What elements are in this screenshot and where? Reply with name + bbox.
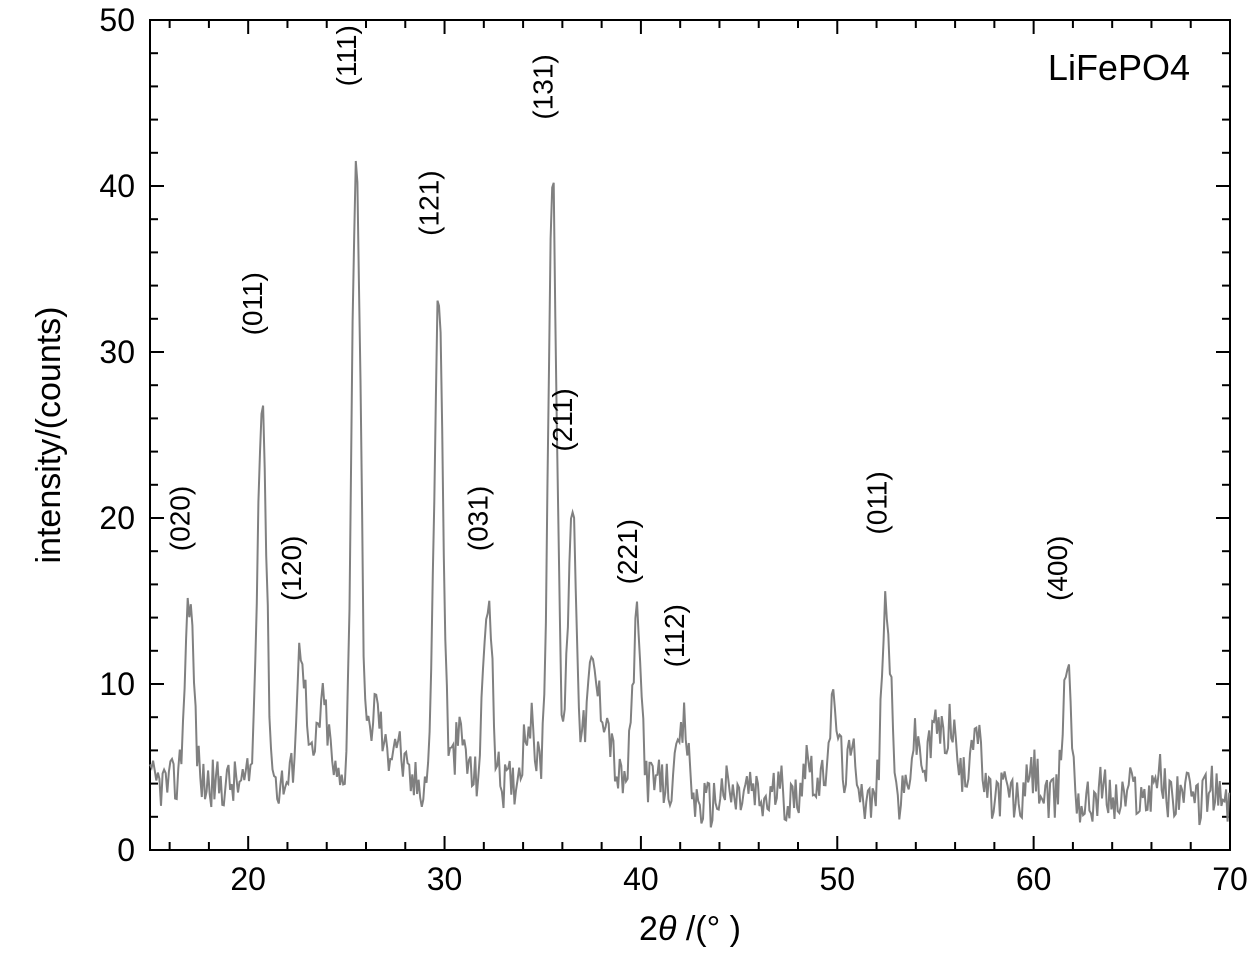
peak-label: (020): [164, 486, 195, 551]
peak-label: (112): [659, 604, 690, 667]
peak-label: (211): [547, 388, 578, 451]
y-tick-label: 50: [99, 2, 135, 38]
x-tick-label: 70: [1212, 861, 1248, 897]
peak-label: (121): [414, 170, 445, 235]
peak-label: (120): [276, 536, 307, 601]
peak-label: (111): [331, 25, 362, 86]
peak-label: (221): [612, 519, 643, 584]
y-tick-label: 10: [99, 666, 135, 702]
peak-label: (011): [237, 272, 268, 335]
y-axis-label: intensity/(counts): [30, 307, 68, 564]
x-axis-label: 2θ /(° ): [639, 910, 741, 948]
peak-label: (011): [861, 471, 892, 534]
x-tick-label: 50: [819, 861, 855, 897]
peak-label: (131): [528, 54, 559, 119]
x-tick-label: 30: [427, 861, 463, 897]
y-tick-label: 40: [99, 168, 135, 204]
x-tick-label: 60: [1016, 861, 1052, 897]
peak-label: (400): [1042, 536, 1073, 601]
axis-box: [150, 20, 1230, 850]
y-tick-label: 30: [99, 334, 135, 370]
x-tick-label: 20: [230, 861, 266, 897]
compound-label: LiFePO4: [1048, 47, 1190, 88]
y-tick-label: 0: [117, 832, 135, 868]
x-tick-label: 40: [623, 861, 659, 897]
xrd-chart: 20 30 40 50 60 70 0 10 20 30 40 50 2θ /(° ) intensity…: [0, 0, 1260, 958]
chart-svg: 20 30 40 50 60 70 0 10 20 30 40 50 2θ /(° ) intensity…: [0, 0, 1260, 958]
y-tick-label: 20: [99, 500, 135, 536]
peak-label: (031): [463, 486, 494, 551]
